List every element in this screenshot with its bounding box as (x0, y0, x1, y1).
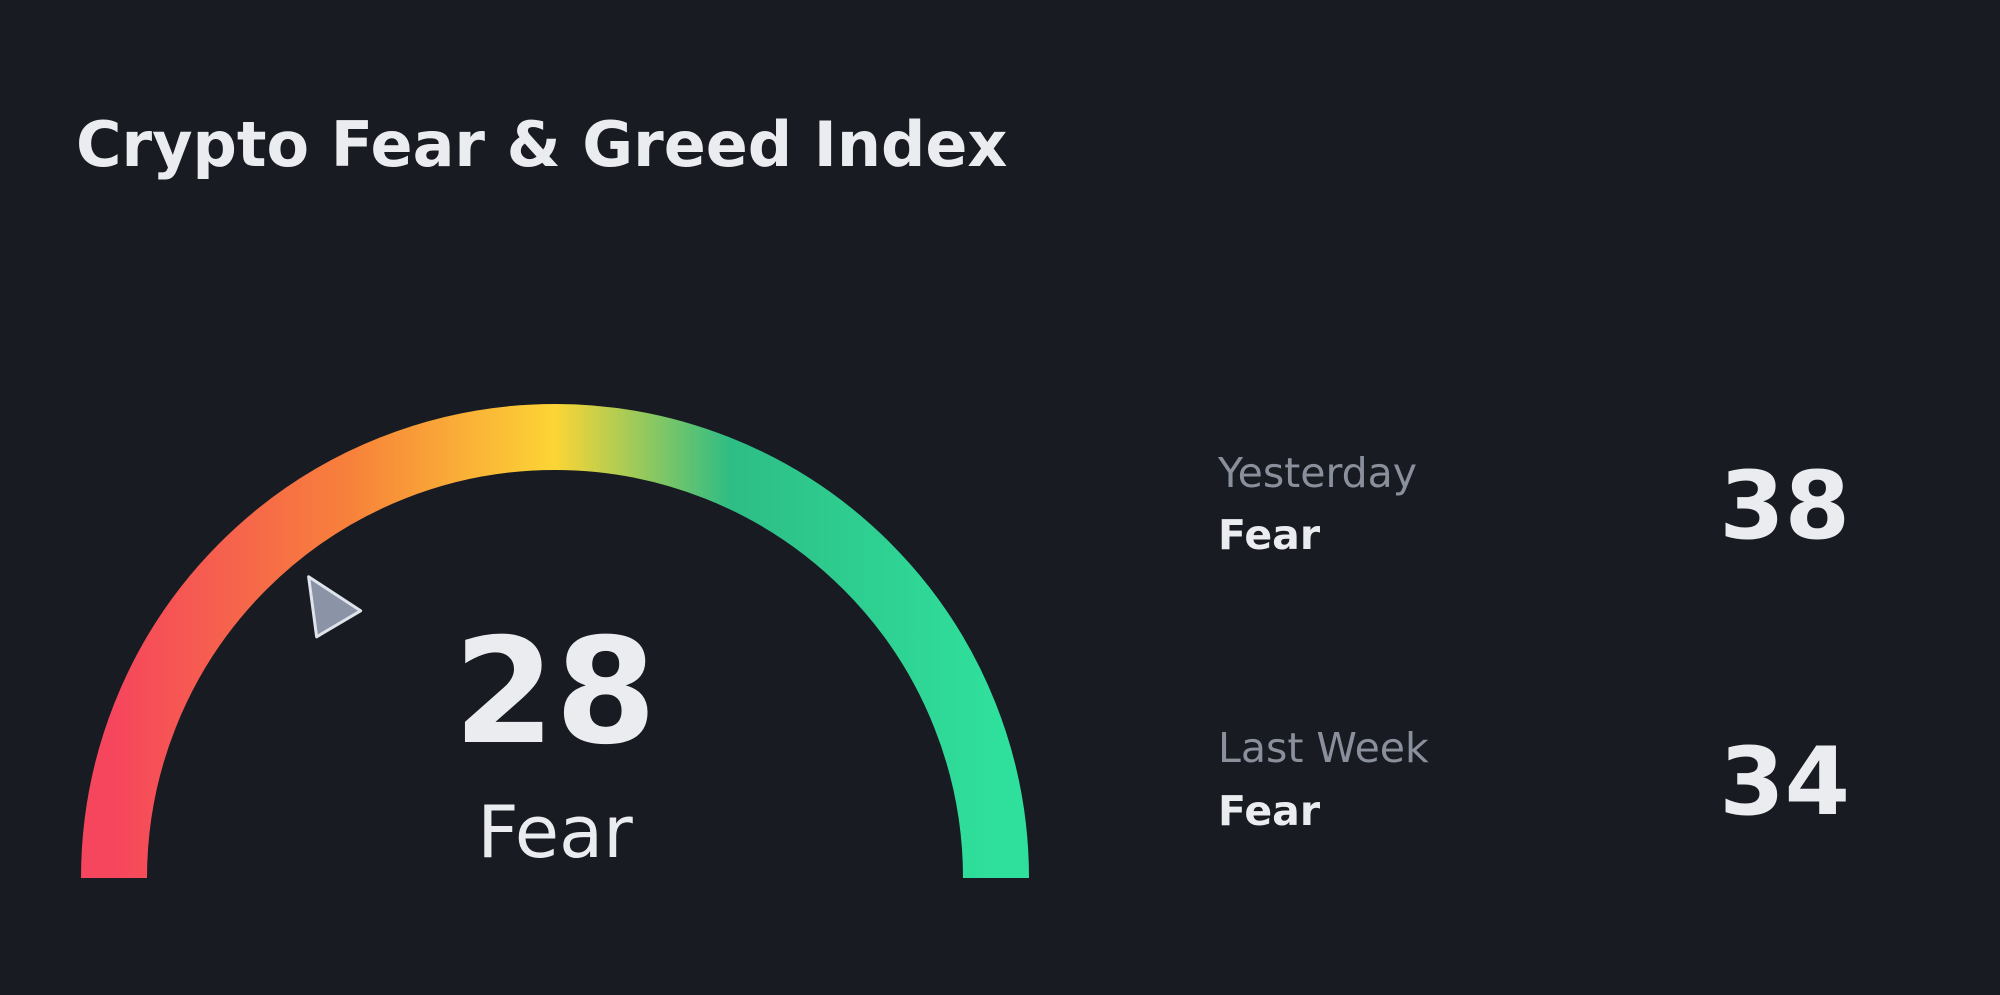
history-period: Yesterday (1217, 449, 1417, 497)
history-period: Last Week (1218, 724, 1429, 772)
gauge-value: 28 (453, 607, 656, 777)
title: Crypto Fear & Greed Index (76, 108, 1007, 181)
history-value: 34 (1719, 728, 1850, 837)
history-label: Fear (1218, 511, 1321, 559)
history-label: Fear (1218, 787, 1321, 835)
history-value: 38 (1719, 452, 1850, 561)
gauge-needle (307, 575, 363, 639)
gauge-arc (81, 404, 1029, 879)
gauge-label: Fear (477, 790, 633, 874)
